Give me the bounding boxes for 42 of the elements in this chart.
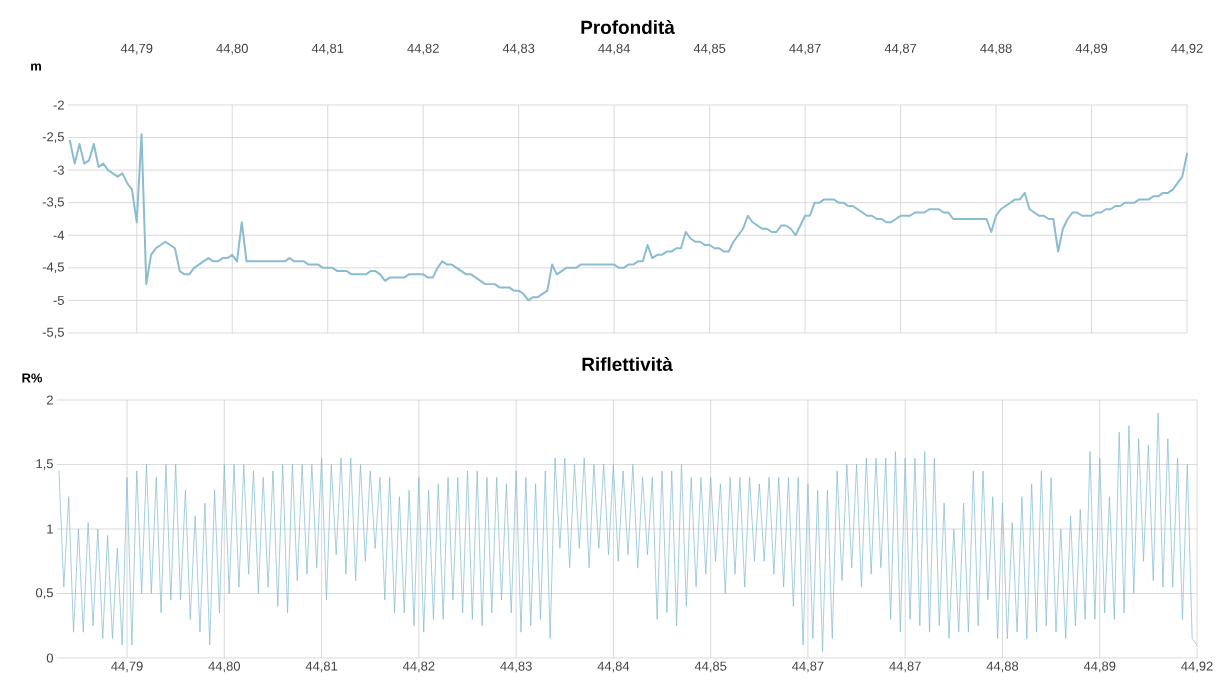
y-tick-label: 1 [47, 524, 53, 534]
x-tick-label: 44,88 [980, 43, 1012, 55]
y-tick-label: -3 [53, 165, 64, 175]
chart-title: Riflettività [582, 356, 673, 372]
y-tick-label: 0 [46, 653, 53, 663]
x-tick-label: 44,83 [500, 661, 532, 673]
x-tick-label: 44,84 [597, 661, 630, 673]
x-tick-label: 44,87 [789, 43, 821, 55]
y-tick-label: 0,5 [35, 588, 53, 599]
x-tick-label: 44,92 [1181, 661, 1213, 673]
y-tick-label: -5 [53, 295, 64, 305]
x-tick-label: 44,89 [1083, 661, 1116, 673]
x-tick-label: 44,89 [1075, 43, 1108, 55]
x-tick-label: 44,87 [792, 661, 824, 673]
y-tick-label: 2 [46, 395, 53, 405]
y-tick-label: -4,5 [42, 262, 64, 274]
x-tick-label: 44,79 [120, 43, 153, 55]
x-tick-label: 44,88 [986, 661, 1019, 673]
y-tick-label: -3,5 [42, 197, 64, 209]
y-tick-label: -5,5 [42, 327, 64, 339]
x-tick-label: 44,82 [402, 661, 435, 673]
x-tick-label: 44,87 [884, 43, 917, 55]
x-tick-label: 44,80 [208, 661, 241, 673]
y-tick-label: -4 [53, 230, 65, 240]
x-tick-label: 44,81 [305, 661, 338, 673]
y-axis-title: R% [22, 373, 43, 383]
x-tick-label: 44,85 [694, 661, 727, 673]
line-series [58, 412, 1198, 652]
x-tick-label: 44,80 [216, 43, 248, 55]
y-tick-label: -2,5 [42, 132, 64, 143]
x-tick-label: 44,92 [1171, 43, 1203, 55]
x-tick-label: 44,79 [111, 661, 143, 673]
x-tick-label: 44,84 [598, 43, 630, 55]
y-axis-title: m [31, 63, 41, 71]
y-tick-label: -2 [53, 100, 64, 110]
x-tick-label: 44,85 [693, 43, 726, 55]
chart-title: Profondità [581, 19, 675, 35]
y-tick-label: 1,5 [36, 459, 53, 470]
x-tick-label: 44,82 [407, 43, 439, 55]
x-tick-label: 44,83 [502, 43, 535, 55]
x-tick-label: 44,87 [889, 661, 921, 673]
x-tick-label: 44,81 [311, 43, 344, 55]
